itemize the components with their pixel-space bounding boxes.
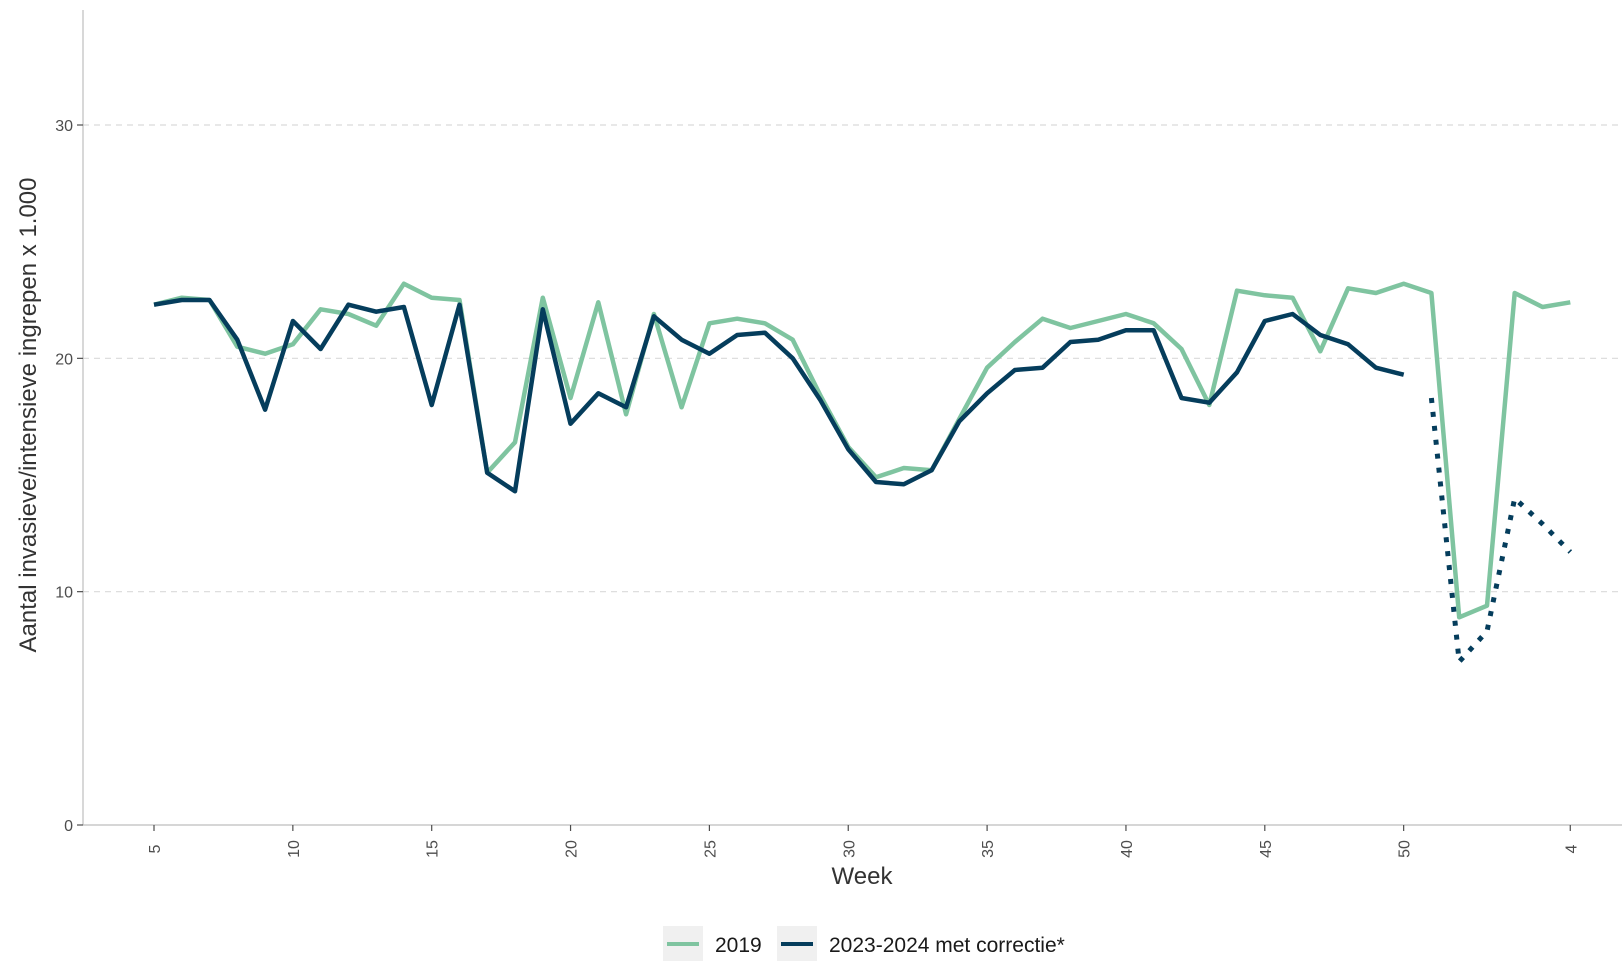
x-tick-label-45: 45	[1258, 840, 1275, 858]
x-tick-label-5: 5	[147, 844, 164, 853]
y-axis-title: Aantal invasieve/intensieve ingrepen x 1…	[15, 178, 42, 653]
legend: 2019 2023-2024 met correctie*	[663, 926, 1065, 961]
x-tick-label-40: 40	[1119, 840, 1136, 858]
x-axis-ticks: 5 10 15 20 25 30 35 40 45 50 4	[147, 825, 1580, 858]
series-lines	[153, 281, 1573, 665]
x-tick-label-10: 10	[286, 840, 303, 858]
x-tick-label-50: 50	[1397, 840, 1414, 858]
y-tick-label-0: 0	[64, 818, 73, 835]
x-tick-label-30: 30	[841, 840, 858, 858]
y-tick-label-30: 30	[55, 118, 73, 135]
axes	[82, 10, 1622, 826]
x-tick-label-4: 4	[1563, 844, 1580, 853]
x-axis-title: Week	[832, 863, 894, 890]
series-line-2023-2024-met-correctie-	[153, 297, 1405, 494]
y-tick-label-20: 20	[55, 351, 73, 368]
y-tick-label-10: 10	[55, 585, 73, 602]
x-tick-label-25: 25	[702, 840, 719, 858]
grid-lines	[83, 124, 1622, 593]
legend-label-2023-2024: 2023-2024 met correctie*	[829, 934, 1065, 957]
y-axis-ticks: 0 10 20 30	[55, 118, 83, 835]
x-tick-label-20: 20	[564, 840, 581, 858]
legend-label-2019: 2019	[715, 934, 762, 957]
x-tick-label-15: 15	[425, 840, 442, 858]
x-tick-label-35: 35	[980, 840, 997, 858]
series-line-2019	[153, 281, 1571, 620]
